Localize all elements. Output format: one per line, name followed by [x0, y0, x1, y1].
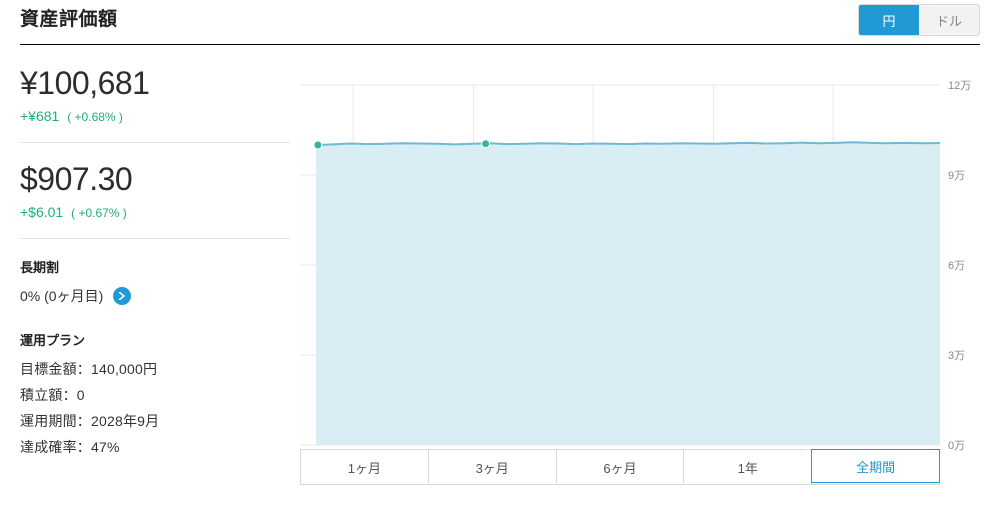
plan-row-prob: 達成確率：47%: [20, 437, 290, 457]
choki-block: 長期割 0% (0ヶ月目): [20, 257, 290, 316]
plan-row-tsumitate: 積立額：0: [20, 385, 290, 405]
arrow-right-icon[interactable]: [113, 287, 131, 305]
jpy-delta-pct: ( +0.68% ): [67, 110, 123, 124]
svg-text:6万: 6万: [948, 260, 965, 272]
currency-tab-jpy[interactable]: 円: [859, 5, 919, 35]
currency-tab-usd[interactable]: ドル: [919, 5, 979, 35]
range-tab-3[interactable]: 1年: [684, 450, 812, 484]
svg-text:12万: 12万: [948, 80, 971, 92]
range-tabs: 1ヶ月3ヶ月6ヶ月1年全期間: [300, 449, 940, 485]
usd-delta: +$6.01 ( +0.67% ): [20, 204, 290, 220]
usd-delta-pct: ( +0.67% ): [71, 206, 127, 220]
jpy-delta-abs: +¥681: [20, 108, 59, 124]
plan-row-target: 目標金額：140,000円: [20, 359, 290, 379]
plan-block: 運用プラン 目標金額：140,000円積立額：0 運用期間：2028年9月達成確率…: [20, 330, 290, 457]
svg-text:0万: 0万: [948, 440, 965, 452]
range-tab-2[interactable]: 6ヶ月: [557, 450, 685, 484]
choki-label: 長期割: [20, 257, 290, 276]
usd-block: $907.30 +$6.01 ( +0.67% ): [20, 161, 290, 239]
choki-value: 0% (0ヶ月目): [20, 286, 103, 306]
usd-value: $907.30: [20, 161, 290, 198]
jpy-block: ¥100,681 +¥681 ( +0.68% ): [20, 65, 290, 143]
jpy-delta: +¥681 ( +0.68% ): [20, 108, 290, 124]
asset-chart: 12万9万6万3万0万07/3008/0608/1308/2008/2709/0…: [300, 65, 980, 485]
plan-row-period: 運用期間：2028年9月: [20, 411, 290, 431]
range-tab-4[interactable]: 全期間: [811, 449, 940, 483]
svg-text:3万: 3万: [948, 350, 965, 362]
usd-delta-abs: +$6.01: [20, 204, 63, 220]
page-title: 資産評価額: [20, 4, 118, 31]
svg-text:9万: 9万: [948, 170, 965, 182]
jpy-value: ¥100,681: [20, 65, 290, 102]
range-tab-0[interactable]: 1ヶ月: [301, 450, 429, 484]
range-tab-1[interactable]: 3ヶ月: [429, 450, 557, 484]
currency-toggle: 円 ドル: [858, 4, 980, 36]
plan-label: 運用プラン: [20, 330, 290, 349]
